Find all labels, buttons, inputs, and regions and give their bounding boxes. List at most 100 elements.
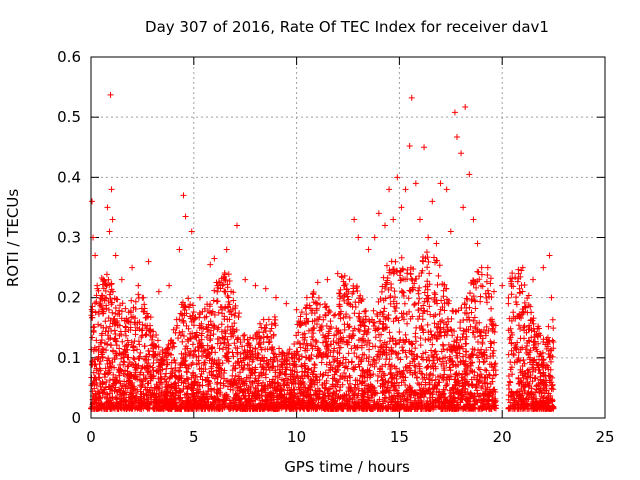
data-point xyxy=(98,292,105,299)
data-point xyxy=(340,314,347,321)
data-point xyxy=(402,389,409,396)
data-point xyxy=(301,319,308,326)
data-point xyxy=(183,391,190,398)
data-point xyxy=(432,311,439,318)
data-point xyxy=(257,344,264,351)
data-point xyxy=(274,405,281,412)
data-point xyxy=(208,372,215,379)
data-point xyxy=(157,405,164,412)
data-point xyxy=(526,349,533,356)
data-point xyxy=(508,340,515,347)
data-point xyxy=(359,335,366,342)
data-point xyxy=(386,329,393,336)
data-point xyxy=(156,396,163,403)
data-point xyxy=(128,390,135,397)
data-point xyxy=(298,353,305,360)
data-point xyxy=(300,384,307,391)
data-point xyxy=(523,349,530,356)
data-point xyxy=(391,288,398,295)
data-point xyxy=(155,344,162,351)
data-point xyxy=(513,301,520,308)
data-point xyxy=(243,402,250,409)
data-point xyxy=(344,293,351,300)
data-point xyxy=(257,320,264,327)
data-point xyxy=(473,383,480,390)
data-point xyxy=(459,380,466,387)
data-point xyxy=(358,405,365,412)
data-point xyxy=(397,336,404,343)
data-point xyxy=(125,362,132,369)
data-point xyxy=(448,373,455,380)
data-point xyxy=(93,292,100,299)
data-point xyxy=(341,364,348,371)
data-point xyxy=(484,374,491,381)
data-point xyxy=(518,378,525,385)
data-point xyxy=(432,396,439,403)
data-point xyxy=(461,300,468,307)
data-point xyxy=(355,337,362,344)
data-point xyxy=(409,313,416,320)
data-point xyxy=(265,360,272,367)
data-point xyxy=(186,352,193,359)
data-point xyxy=(308,351,315,358)
data-point xyxy=(389,405,396,412)
data-point xyxy=(180,332,187,339)
data-point xyxy=(361,351,368,358)
data-point xyxy=(434,335,441,342)
data-point xyxy=(382,295,389,302)
data-point xyxy=(236,369,243,376)
data-point xyxy=(507,366,514,373)
data-point xyxy=(263,398,270,405)
data-point xyxy=(328,341,335,348)
data-point xyxy=(235,358,242,365)
data-point xyxy=(333,331,340,338)
data-point xyxy=(525,301,532,308)
data-point xyxy=(435,272,442,279)
data-point xyxy=(547,352,554,359)
data-point xyxy=(520,308,527,315)
data-point xyxy=(188,385,195,392)
data-point xyxy=(427,398,434,405)
data-point xyxy=(459,345,466,352)
data-point xyxy=(339,360,346,367)
data-point xyxy=(182,345,189,352)
data-point xyxy=(417,342,424,349)
data-point xyxy=(111,327,118,334)
data-point xyxy=(550,403,557,410)
data-point xyxy=(439,405,446,412)
data-point xyxy=(518,404,525,411)
data-point xyxy=(426,405,433,412)
data-point xyxy=(217,304,224,311)
data-point xyxy=(371,398,378,405)
data-point xyxy=(278,405,285,412)
data-point xyxy=(323,345,330,352)
data-point xyxy=(301,397,308,404)
data-point xyxy=(381,285,388,292)
data-point xyxy=(363,405,370,412)
data-point xyxy=(468,350,475,357)
data-point xyxy=(277,382,284,389)
data-points xyxy=(88,91,557,412)
data-point xyxy=(305,318,312,325)
data-point xyxy=(341,370,348,377)
data-point xyxy=(403,311,410,318)
data-point xyxy=(387,292,394,299)
data-point xyxy=(114,388,121,395)
data-point xyxy=(457,325,464,332)
data-point xyxy=(425,387,432,394)
data-point xyxy=(223,400,230,407)
data-point xyxy=(268,378,275,385)
data-point xyxy=(195,360,202,367)
data-point xyxy=(521,387,528,394)
data-point xyxy=(163,361,170,368)
data-point xyxy=(90,369,97,376)
data-point xyxy=(373,311,380,318)
data-point xyxy=(408,341,415,348)
data-point xyxy=(424,298,431,305)
data-point xyxy=(351,350,358,357)
data-point xyxy=(426,270,433,277)
data-point xyxy=(114,403,121,410)
data-point xyxy=(334,328,341,335)
data-point xyxy=(323,380,330,387)
data-point xyxy=(317,301,324,308)
